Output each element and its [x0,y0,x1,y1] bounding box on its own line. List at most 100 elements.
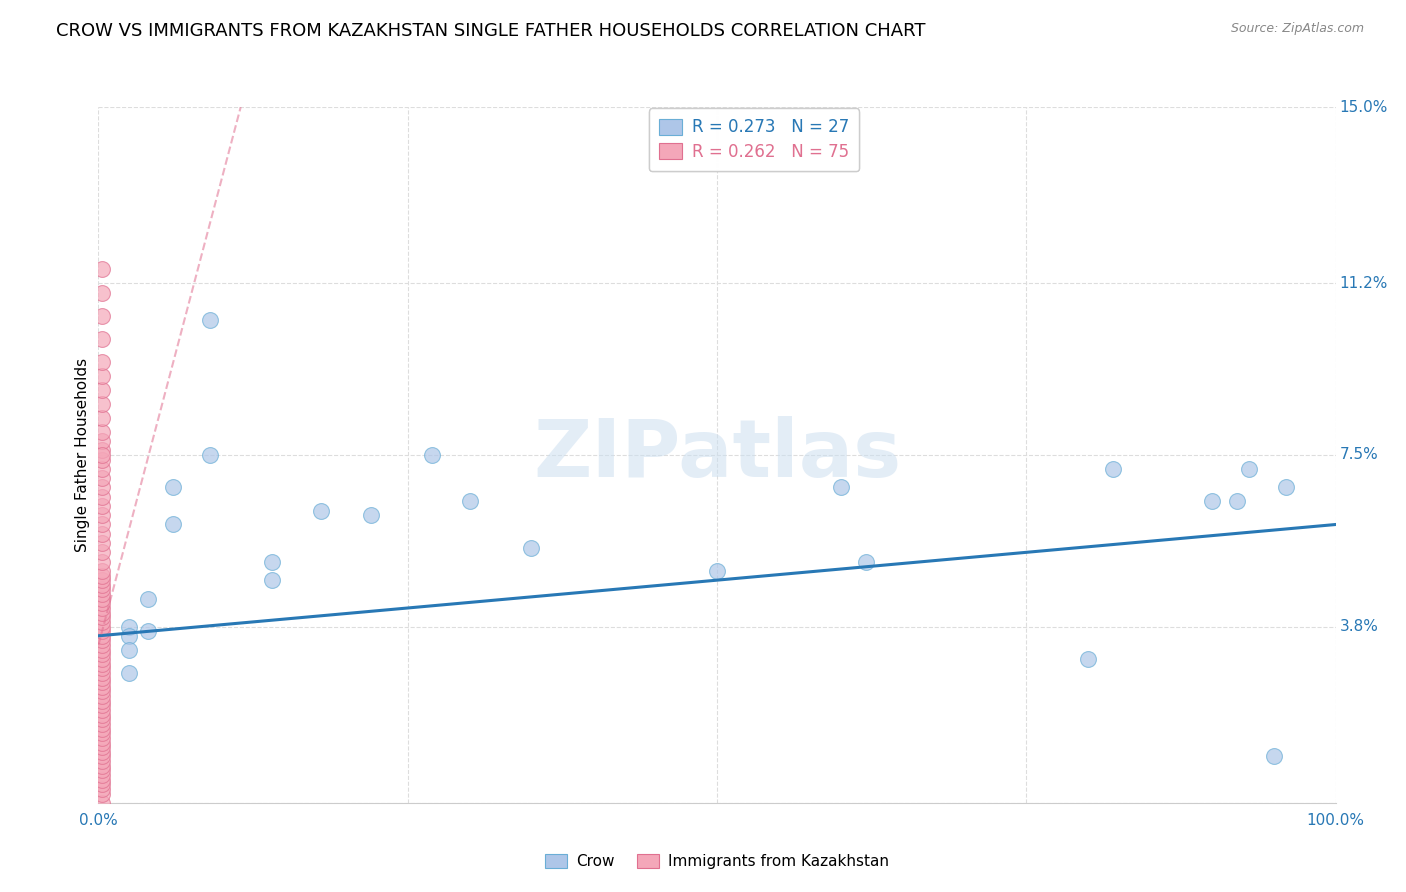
Point [91,652,114,666]
Point [91,332,114,346]
Point [91,582,114,597]
Point [91,545,114,559]
Point [91,536,114,550]
Point [91,462,114,476]
Point [91,657,114,671]
Point [91,796,114,810]
Point [91,740,114,755]
Y-axis label: Single Father Households: Single Father Households [75,358,90,552]
Point [91,717,114,731]
Point [91,596,114,610]
Point [91,397,114,411]
Point [91,285,114,300]
Point [91,601,114,615]
Point [91,443,114,458]
Text: 7.5%: 7.5% [1340,448,1378,462]
Point [91,684,114,698]
Point [91,758,114,772]
Point [91,749,114,764]
Point [91,587,114,601]
Point [91,781,114,796]
Point [91,383,114,397]
Point [422,448,444,462]
Point [118,619,141,633]
Point [91,517,114,532]
Point [91,434,114,448]
Point [91,448,114,462]
Point [91,698,114,713]
Point [91,526,114,541]
Point [91,671,114,685]
Point [520,541,543,555]
Point [198,313,221,327]
Point [198,448,221,462]
Point [91,615,114,629]
Point [91,638,114,652]
Text: 11.2%: 11.2% [1340,276,1388,291]
Point [91,764,114,778]
Point [91,665,114,680]
Point [91,768,114,782]
Point [91,499,114,513]
Point [91,703,114,717]
Text: Source: ZipAtlas.com: Source: ZipAtlas.com [1230,22,1364,36]
Point [91,573,114,587]
Point [91,564,114,578]
Point [1077,652,1099,666]
Text: ZIPatlas: ZIPatlas [533,416,901,494]
Point [91,648,114,662]
Point [91,425,114,439]
Point [91,355,114,369]
Point [162,480,184,494]
Point [118,629,141,643]
Point [91,410,114,425]
Point [91,675,114,690]
Point [91,490,114,504]
Point [309,503,332,517]
Point [162,517,184,532]
Point [91,629,114,643]
Point [91,555,114,569]
Point [706,564,728,578]
Point [91,712,114,726]
Point [91,777,114,791]
Point [136,591,159,606]
Point [91,722,114,736]
Point [136,624,159,639]
Point [91,707,114,722]
Point [1102,462,1125,476]
Point [91,568,114,582]
Point [91,578,114,592]
Point [1201,494,1223,508]
Point [91,735,114,749]
Point [91,591,114,606]
Point [91,745,114,759]
Point [91,633,114,648]
Point [360,508,382,523]
Point [91,754,114,768]
Legend: Crow, Immigrants from Kazakhstan: Crow, Immigrants from Kazakhstan [538,847,896,875]
Text: 15.0%: 15.0% [1340,100,1388,114]
Point [91,680,114,694]
Point [1263,749,1285,764]
Point [91,610,114,624]
Point [1275,480,1298,494]
Point [1226,494,1249,508]
Text: CROW VS IMMIGRANTS FROM KAZAKHSTAN SINGLE FATHER HOUSEHOLDS CORRELATION CHART: CROW VS IMMIGRANTS FROM KAZAKHSTAN SINGL… [56,22,925,40]
Point [91,309,114,323]
Point [91,661,114,675]
Point [91,369,114,384]
Point [91,689,114,703]
Point [118,642,141,657]
Point [91,694,114,708]
Point [91,480,114,494]
Point [91,731,114,745]
Point [91,606,114,620]
Point [855,555,877,569]
Point [91,624,114,639]
Text: 3.8%: 3.8% [1340,619,1378,634]
Point [260,555,283,569]
Point [260,573,283,587]
Point [91,619,114,633]
Point [91,726,114,740]
